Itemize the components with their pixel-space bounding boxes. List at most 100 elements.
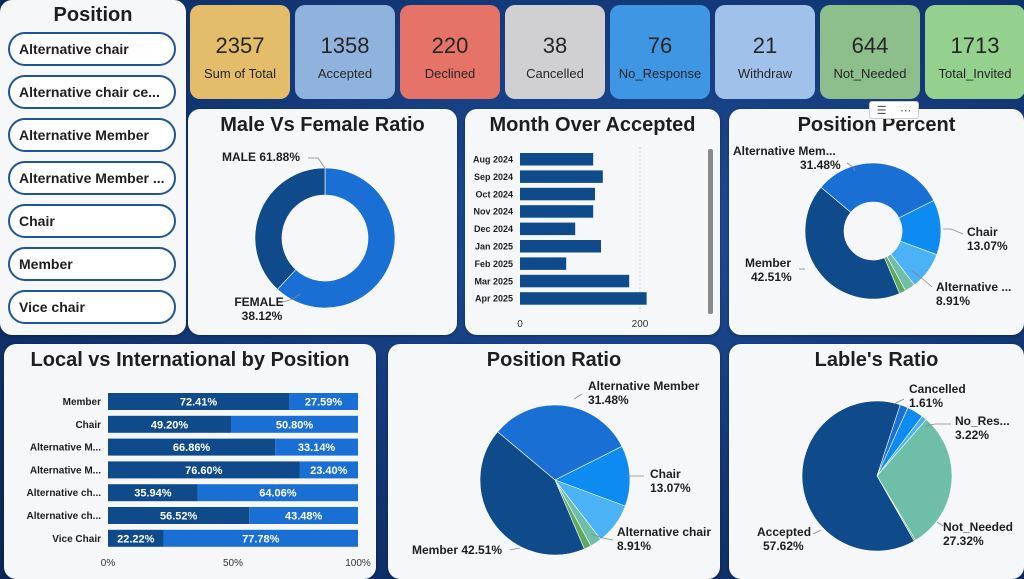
kpi-label: Not_Needed [833,66,907,81]
month-accepted-title: Month Over Accepted [489,114,696,136]
category-tick-label: Member [63,397,101,408]
month-bar [520,153,594,166]
bar-data-label: 50.80% [276,419,314,431]
label-ratio-title: Lable's Ratio [814,349,939,371]
member-data-label: Member 42.51% [412,543,502,557]
female-data-label: 38.12% [242,309,283,323]
month-tick-label: Feb 2025 [474,259,513,269]
kpi-card-no-response[interactable]: 76 No_Response [610,5,710,99]
no-response-data-label: 3.22% [955,428,989,442]
bar-data-label: 33.14% [298,442,336,454]
cancelled-data-label: Cancelled [909,382,966,396]
member-data-label: 42.51% [751,270,792,284]
kpi-card-not-needed[interactable]: 644 Not_Needed [820,5,920,99]
kpi-value: 2357 [215,33,265,58]
month-tick-label: Dec 2024 [474,224,513,234]
pie-slice [876,419,953,541]
local-bar-segment [108,529,164,547]
leader-line [893,398,905,405]
month-bar [520,222,576,236]
pie-slice [479,431,585,556]
leader-line [812,529,822,535]
gender-ratio-title: Male Vs Female Ratio [220,114,425,136]
x-tick-label: 50% [223,558,243,569]
kpi-value: 220 [431,33,469,58]
international-bar-segment [289,393,358,410]
pie-slice [254,167,326,290]
month-tick-label: Oct 2024 [475,189,513,199]
category-tick-label: Alternative M... [30,465,101,476]
slicer-item-alternative-member-2[interactable]: Alternative Member ... [8,161,176,195]
slicer-item-chair[interactable]: Chair [8,204,176,238]
month-bar [520,205,594,218]
position-slicer: Position Alternative chair Alternative c… [0,0,186,335]
not-needed-data-label: 27.32% [943,534,984,548]
x-tick-label: 200 [632,319,649,330]
member-data-label: Member [745,256,791,270]
slicer-item-alternative-chair-ce[interactable]: Alternative chair ce... [8,75,176,109]
bar-data-label: 72.41% [180,397,218,409]
kpi-value: 21 [752,33,778,58]
kpi-value: 644 [851,33,889,58]
leader-line [590,533,614,541]
month-bar [520,187,595,201]
month-bar [520,257,567,270]
cancelled-data-label: 1.61% [909,396,943,410]
kpi-card-sum-of-total[interactable]: 2357 Sum of Total [190,5,290,99]
category-tick-label: Alternative M... [30,443,101,454]
filter-icon[interactable]: ☰ [876,104,887,117]
bar-data-label: 76.60% [185,465,223,477]
kpi-card-declined[interactable]: 220 Declined [400,5,500,99]
chair-data-label: Chair [967,225,998,239]
kpi-label: Total_Invited [938,66,1012,81]
slicer-item-alternative-member[interactable]: Alternative Member [8,118,176,152]
vertical-scrollbar[interactable] [708,149,713,314]
international-bar-segment [249,507,358,524]
month-tick-label: Mar 2025 [474,276,513,286]
position-percent-panel: Position Percent Alternative Mem... 31.48… [729,101,1024,335]
male-data-label: MALE 61.88% [222,150,300,164]
not-needed-data-label: Not_Needed [943,520,1013,534]
alt-data-label: 8.91% [936,294,970,308]
position-ratio-panel: Position Ratio Alternative Member 31.48% C… [388,344,720,579]
international-bar-segment [163,529,358,547]
kpi-card-total-invited[interactable]: 1713 Total_Invited [925,5,1024,99]
slicer-item-vice-chair[interactable]: Vice chair [8,290,176,324]
kpi-card-accepted[interactable]: 1358 Accepted [295,5,395,99]
local-bar-segment [108,507,250,524]
pie-slice [801,400,915,552]
local-bar-segment [108,438,276,456]
gender-ratio-panel: Male Vs Female Ratio MALE 61.88% FEMALE 38… [188,109,457,335]
pie-slice [820,162,935,219]
month-tick-label: Nov 2024 [473,207,513,217]
female-data-label: FEMALE [234,295,283,309]
kpi-value: 1358 [320,33,370,58]
kpi-label: Declined [424,66,476,81]
accepted-data-label: Accepted [757,525,811,539]
kpi-label: Withdraw [737,66,793,81]
bar-data-label: 77.78% [242,533,280,545]
label-ratio-panel: Lable's Ratio Cancelled 1.61% No_Res... 3.2… [729,344,1024,579]
month-tick-label: Aug 2024 [473,155,513,165]
alt-chair-data-label: Alternative chair [617,525,711,539]
more-options-icon[interactable]: ⋯ [900,104,912,117]
leader-line [308,157,326,169]
international-bar-segment [299,461,358,479]
month-bar [520,170,603,183]
kpi-label: No_Response [618,66,702,81]
international-bar-segment [197,484,358,502]
chair-data-label: 13.07% [967,239,1008,253]
slicer-item-alternative-chair[interactable]: Alternative chair [8,32,176,66]
local-bar-segment [108,393,290,410]
bar-data-label: 64.06% [259,488,297,500]
alt-member-data-label: 31.48% [800,158,841,172]
x-tick-label: 0 [517,319,523,330]
kpi-card-withdraw[interactable]: 21 Withdraw [715,5,815,99]
category-tick-label: Chair [75,420,101,431]
kpi-card-cancelled[interactable]: 38 Cancelled [505,5,605,99]
slicer-item-member[interactable]: Member [8,247,176,281]
leader-line [509,547,521,551]
